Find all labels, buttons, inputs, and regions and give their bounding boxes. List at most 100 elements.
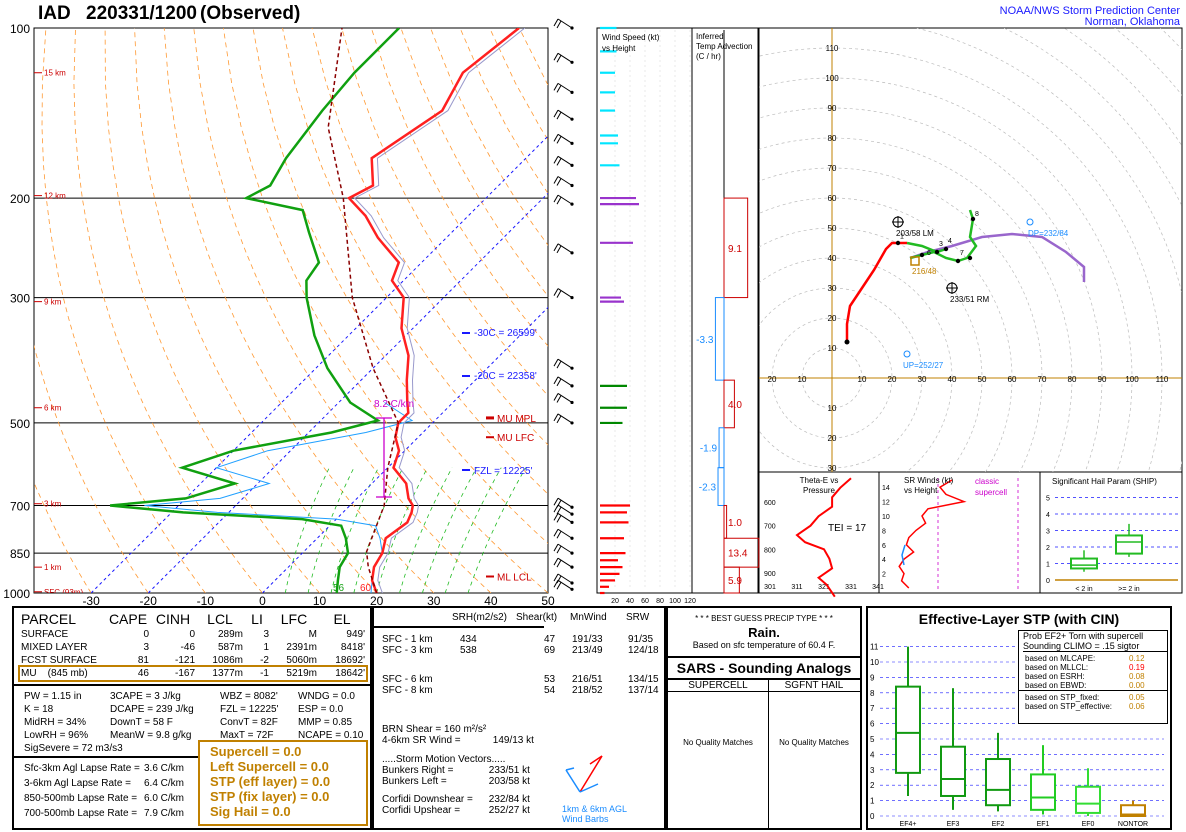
hodo-trace-9-12km (909, 232, 1086, 282)
hodo-x-tick: 10 (798, 375, 807, 384)
hodo-y-tick: 80 (828, 134, 837, 143)
wind-barb-feather (556, 530, 562, 539)
stp-y-tick: 7 (870, 704, 875, 713)
stp-y-tick: 0 (870, 812, 875, 821)
dry-adiabat (608, 28, 1186, 593)
wind-barb-base (570, 295, 574, 300)
virtual-temp-trace (353, 28, 526, 593)
charts-canvas: 15 km 12 km 9 km 6 km 3 km 1 km SFC (93m) 8.2 C… (3, 18, 1186, 606)
wind-tick-label: 80 (656, 598, 664, 605)
wind-barb-staff (557, 557, 573, 568)
hodo-height-dot (955, 258, 961, 264)
kinematic-panel: SRH(m2/s2) Shear(kt) MnWind SRW SFC - 1 … (372, 606, 666, 830)
hodo-y-tick: 30 (828, 464, 837, 473)
stp-prob-row: based on MLCAPE: 0.12 (1025, 654, 1145, 663)
hodo-height-dot (895, 240, 901, 246)
sars-title: SARS - Sounding Analogs (668, 658, 860, 680)
brn-shear: BRN Shear = 160 m²/s² (382, 724, 487, 735)
sars-panel: SARS - Sounding Analogs SUPERCELL SGFNT … (666, 656, 862, 830)
minus30-label: -30C = 26599' (474, 328, 537, 339)
hodo-height-label: 8 (975, 211, 979, 218)
lapse-row: 850-500mb Lapse Rate = 6.0 C/km (24, 793, 185, 804)
pressure-tick-label: 300 (10, 292, 30, 306)
precip-type: Rain. (748, 625, 780, 640)
hodo-y-tick: 10 (828, 344, 837, 353)
wind-tick-label: 40 (626, 598, 634, 605)
dry-adiabat (41, 28, 206, 593)
wind-barb-feather (553, 18, 559, 27)
kin-row-sfc6: SFC - 6 km 53 216/51 134/15 (382, 674, 659, 685)
motion-bunkers-right: Bunkers Right = 233/51 kt (382, 765, 530, 776)
stp-prob-row: based on EBWD: 0.00 (1019, 681, 1167, 691)
wind-barb-feather (556, 582, 562, 590)
wind-barb-feather (556, 136, 562, 144)
thermo-panel: PARCEL CAPE CINH LCL LI LFC EL SURFACE 0… (12, 606, 372, 830)
hodo-ring (1063, 28, 1182, 147)
stp-y-tick: 11 (870, 643, 879, 652)
kin-header-srw: SRW (626, 612, 650, 623)
sr-wind-46: 4-6km SR Wind = 149/13 kt (382, 735, 534, 746)
hodo-x-tick: 40 (948, 375, 957, 384)
advection-bar (718, 427, 725, 469)
moist-adiabat (399, 467, 453, 593)
dry-adiabat (341, 28, 548, 397)
hodo-height-label: 3 (939, 241, 943, 248)
org-line-2: Norman, Oklahoma (1084, 16, 1180, 28)
stp-panel: Effective-Layer STP (with CIN) 0 1 2 3 4 5 6 7 8… (866, 606, 1172, 830)
wind-barb-feather (556, 20, 562, 29)
wind-barb-feather (553, 156, 559, 164)
wind-barb-staff (557, 133, 573, 144)
hodo-y-tick: 60 (828, 194, 837, 203)
kin-row-sfc3: SFC - 3 km 538 69 213/49 124/18 (382, 645, 659, 656)
moist-adiabat (422, 467, 477, 593)
srw-y-tick: 12 (882, 500, 890, 507)
dry-adiabat (282, 28, 548, 495)
srw-legend: classic supercell (975, 477, 1008, 497)
parcel-col-li: LI (251, 611, 263, 627)
hodo-x-tick: 20 (768, 375, 777, 384)
storm-motion-label: 233/51 RM (950, 295, 989, 304)
wind-barb-feather (556, 85, 562, 93)
stp-box (1030, 773, 1056, 811)
wind-barb-base (570, 520, 574, 525)
wind-barb-staff (557, 194, 573, 205)
dry-adiabat (430, 28, 548, 246)
parcel-col-el: EL (333, 611, 351, 627)
theta-x-tick: 321 (818, 584, 830, 591)
wind-barb-base (570, 400, 574, 405)
advection-value-label: 1.0 (728, 518, 742, 529)
wind-barb-feather (556, 290, 562, 298)
parcel-row: SURFACE 0 0 289m 3 M 949' (21, 629, 365, 640)
barb-1km-flag (589, 755, 603, 765)
kin-header-mnwind: MnWind (570, 612, 607, 623)
stp-prob-row: based on STP_fixed: 0.05 (1025, 693, 1145, 702)
sars-col-hail: SGFNT HAIL (768, 680, 860, 692)
advection-bar (717, 467, 725, 506)
hodo-x-tick: 10 (858, 375, 867, 384)
corfidi-label: UP=252/27 (903, 361, 944, 370)
hodo-x-tick: 50 (978, 375, 987, 384)
isotherm-line (147, 192, 548, 593)
parcel-header-row: PARCEL CAPE CINH LCL LI LFC EL (20, 610, 366, 628)
hodo-y-tick: 30 (828, 284, 837, 293)
wind-barb-base (570, 512, 574, 516)
wind-barb-staff (557, 18, 573, 29)
thermo-col-4: WNDG = 0.0 ESP = 0.0 MMP = 0.85 NCAPE = … (298, 691, 364, 741)
stp-y-tick: 9 (870, 673, 875, 682)
wind-barb-feather (553, 543, 559, 552)
ship-title: Significant Hail Param (SHIP) (1052, 477, 1157, 486)
kin-header-shear: Shear(kt) (516, 612, 558, 623)
wind-barb-feather (556, 515, 562, 523)
station-id: IAD (38, 3, 71, 24)
advection-value-label: 5.9 (728, 576, 742, 587)
kin-header-srh: SRH(m2/s2) (452, 612, 508, 623)
temperature-trace (346, 28, 520, 593)
hodo-y-tick: 100 (825, 74, 839, 83)
advection-value-label: -2.3 (699, 483, 717, 494)
wind-barb-feather (556, 196, 562, 205)
stp-box (1120, 804, 1146, 818)
temp-tick-label: 0 (259, 594, 266, 606)
wind-speed-title: Wind Speed (kt) vs Height (602, 33, 660, 53)
stp-category-label: EF0 (1082, 821, 1095, 828)
stp-category-label: EF2 (992, 821, 1005, 828)
